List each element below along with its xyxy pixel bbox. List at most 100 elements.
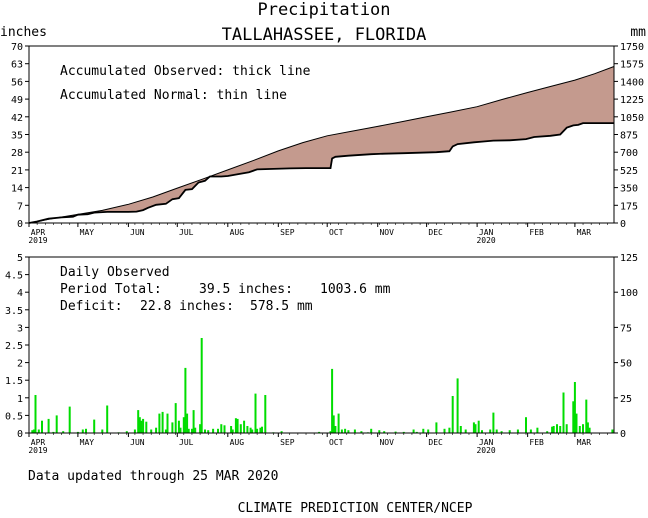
daily-bar: [52, 431, 55, 433]
daily-bar: [360, 431, 363, 433]
x-tick-label: JAN: [479, 438, 494, 447]
daily-bar: [187, 428, 190, 433]
y-left-tick-label: 28: [11, 148, 23, 159]
y-left-tick-label: 0: [17, 219, 23, 230]
daily-bar: [529, 429, 532, 433]
y-right-tick-label: 350: [620, 184, 638, 195]
daily-bar: [199, 424, 202, 433]
daily-bar: [41, 420, 43, 433]
y-right-tick-label: 1050: [620, 113, 644, 124]
x-tick-label: FEB: [529, 438, 544, 447]
daily-bar: [254, 393, 257, 433]
daily-bar: [161, 411, 164, 433]
x-tick-label: NOV: [379, 228, 394, 237]
daily-bar: [220, 424, 223, 433]
y-right-tick-label: 700: [620, 148, 638, 159]
daily-bar: [137, 410, 140, 433]
daily-bar: [177, 420, 180, 433]
x-tick-label: OCT: [329, 228, 344, 237]
daily-bar: [256, 428, 259, 433]
x-tick-label: FEB: [529, 228, 544, 237]
daily-bar: [62, 431, 65, 433]
daily-bar: [474, 424, 477, 433]
y-left-tick-label: 2: [17, 359, 23, 370]
daily-bar: [572, 401, 575, 433]
legend-normal-note: Accumulated Normal: thin line: [60, 88, 287, 103]
x-tick-label: MAR: [577, 438, 592, 447]
daily-bar: [158, 413, 161, 433]
y-left-tick-label: 70: [11, 42, 23, 53]
daily-bar: [212, 428, 215, 433]
x-tick-label: APR: [31, 438, 46, 447]
daily-bar: [370, 428, 373, 433]
x-tick-label: JUN: [130, 228, 145, 237]
daily-bar: [477, 420, 480, 433]
left-unit-label: inches: [0, 25, 47, 40]
daily-bar: [318, 431, 321, 433]
y-left-tick-label: 42: [11, 113, 23, 124]
daily-bar: [559, 426, 562, 433]
y-left-tick-label: 21: [11, 166, 23, 177]
daily-bar: [150, 429, 153, 433]
daily-bar: [332, 415, 335, 433]
daily-bar: [337, 413, 340, 433]
daily-bar: [585, 399, 588, 433]
daily-bar: [280, 431, 283, 433]
daily-bar: [329, 431, 332, 433]
x-tick-year: 2020: [476, 446, 495, 455]
y-right-tick-label: 525: [620, 166, 638, 177]
y-left-tick-label: 7: [17, 201, 23, 212]
y-left-tick-label: 4.5: [5, 271, 23, 282]
daily-bar: [340, 429, 343, 433]
legend-observed-note: Accumulated Observed: thick line: [60, 64, 311, 79]
daily-bar: [234, 418, 237, 433]
daily-bar: [239, 424, 242, 433]
daily-bar: [500, 431, 503, 433]
x-tick-label: DEC: [428, 438, 443, 447]
daily-bar: [171, 422, 174, 433]
x-tick-label: AUG: [230, 438, 245, 447]
x-tick-label: DEC: [428, 228, 443, 237]
daily-bar: [489, 429, 492, 433]
daily-bar: [194, 427, 197, 433]
daily-bar: [246, 426, 249, 433]
daily-bar: [344, 428, 347, 433]
daily-bar: [182, 417, 185, 433]
daily-bar: [68, 406, 71, 433]
daily-bar: [166, 413, 169, 433]
y-right-tick-label: 100: [620, 288, 638, 299]
daily-bar: [578, 426, 581, 433]
daily-bar: [55, 415, 58, 433]
daily-bar: [101, 429, 104, 433]
daily-bar: [353, 429, 356, 433]
daily-bar: [383, 431, 386, 433]
x-tick-label: JUN: [130, 438, 145, 447]
x-tick-label: AUG: [230, 228, 245, 237]
period-total-mm: 1003.6 mm: [320, 282, 391, 297]
daily-bar: [412, 429, 415, 433]
daily-bar: [516, 429, 519, 433]
y-right-tick-label: 75: [620, 323, 632, 334]
daily-bar: [575, 413, 578, 433]
daily-bar: [451, 396, 454, 433]
daily-bar: [174, 403, 177, 433]
x-tick-label: MAY: [80, 438, 95, 447]
accumulated-precipitation-plot: 0714212835424956637001753505257008751050…: [11, 42, 644, 245]
chart-subtitle: TALLAHASSEE, FLORIDA: [222, 25, 427, 45]
daily-bar: [231, 429, 234, 433]
daily-bar: [184, 367, 187, 433]
daily-bar: [459, 426, 462, 433]
daily-bar: [34, 395, 37, 433]
daily-bar: [443, 428, 446, 433]
daily-bar: [586, 422, 589, 433]
y-right-tick-label: 0: [620, 429, 626, 440]
y-right-tick-label: 875: [620, 131, 638, 142]
daily-bar: [179, 427, 182, 433]
y-left-tick-label: 5: [17, 253, 23, 264]
daily-bar: [259, 427, 262, 433]
daily-bar: [81, 429, 84, 433]
daily-bar: [334, 426, 337, 433]
daily-bar: [472, 422, 475, 433]
y-right-tick-label: 25: [620, 394, 632, 405]
